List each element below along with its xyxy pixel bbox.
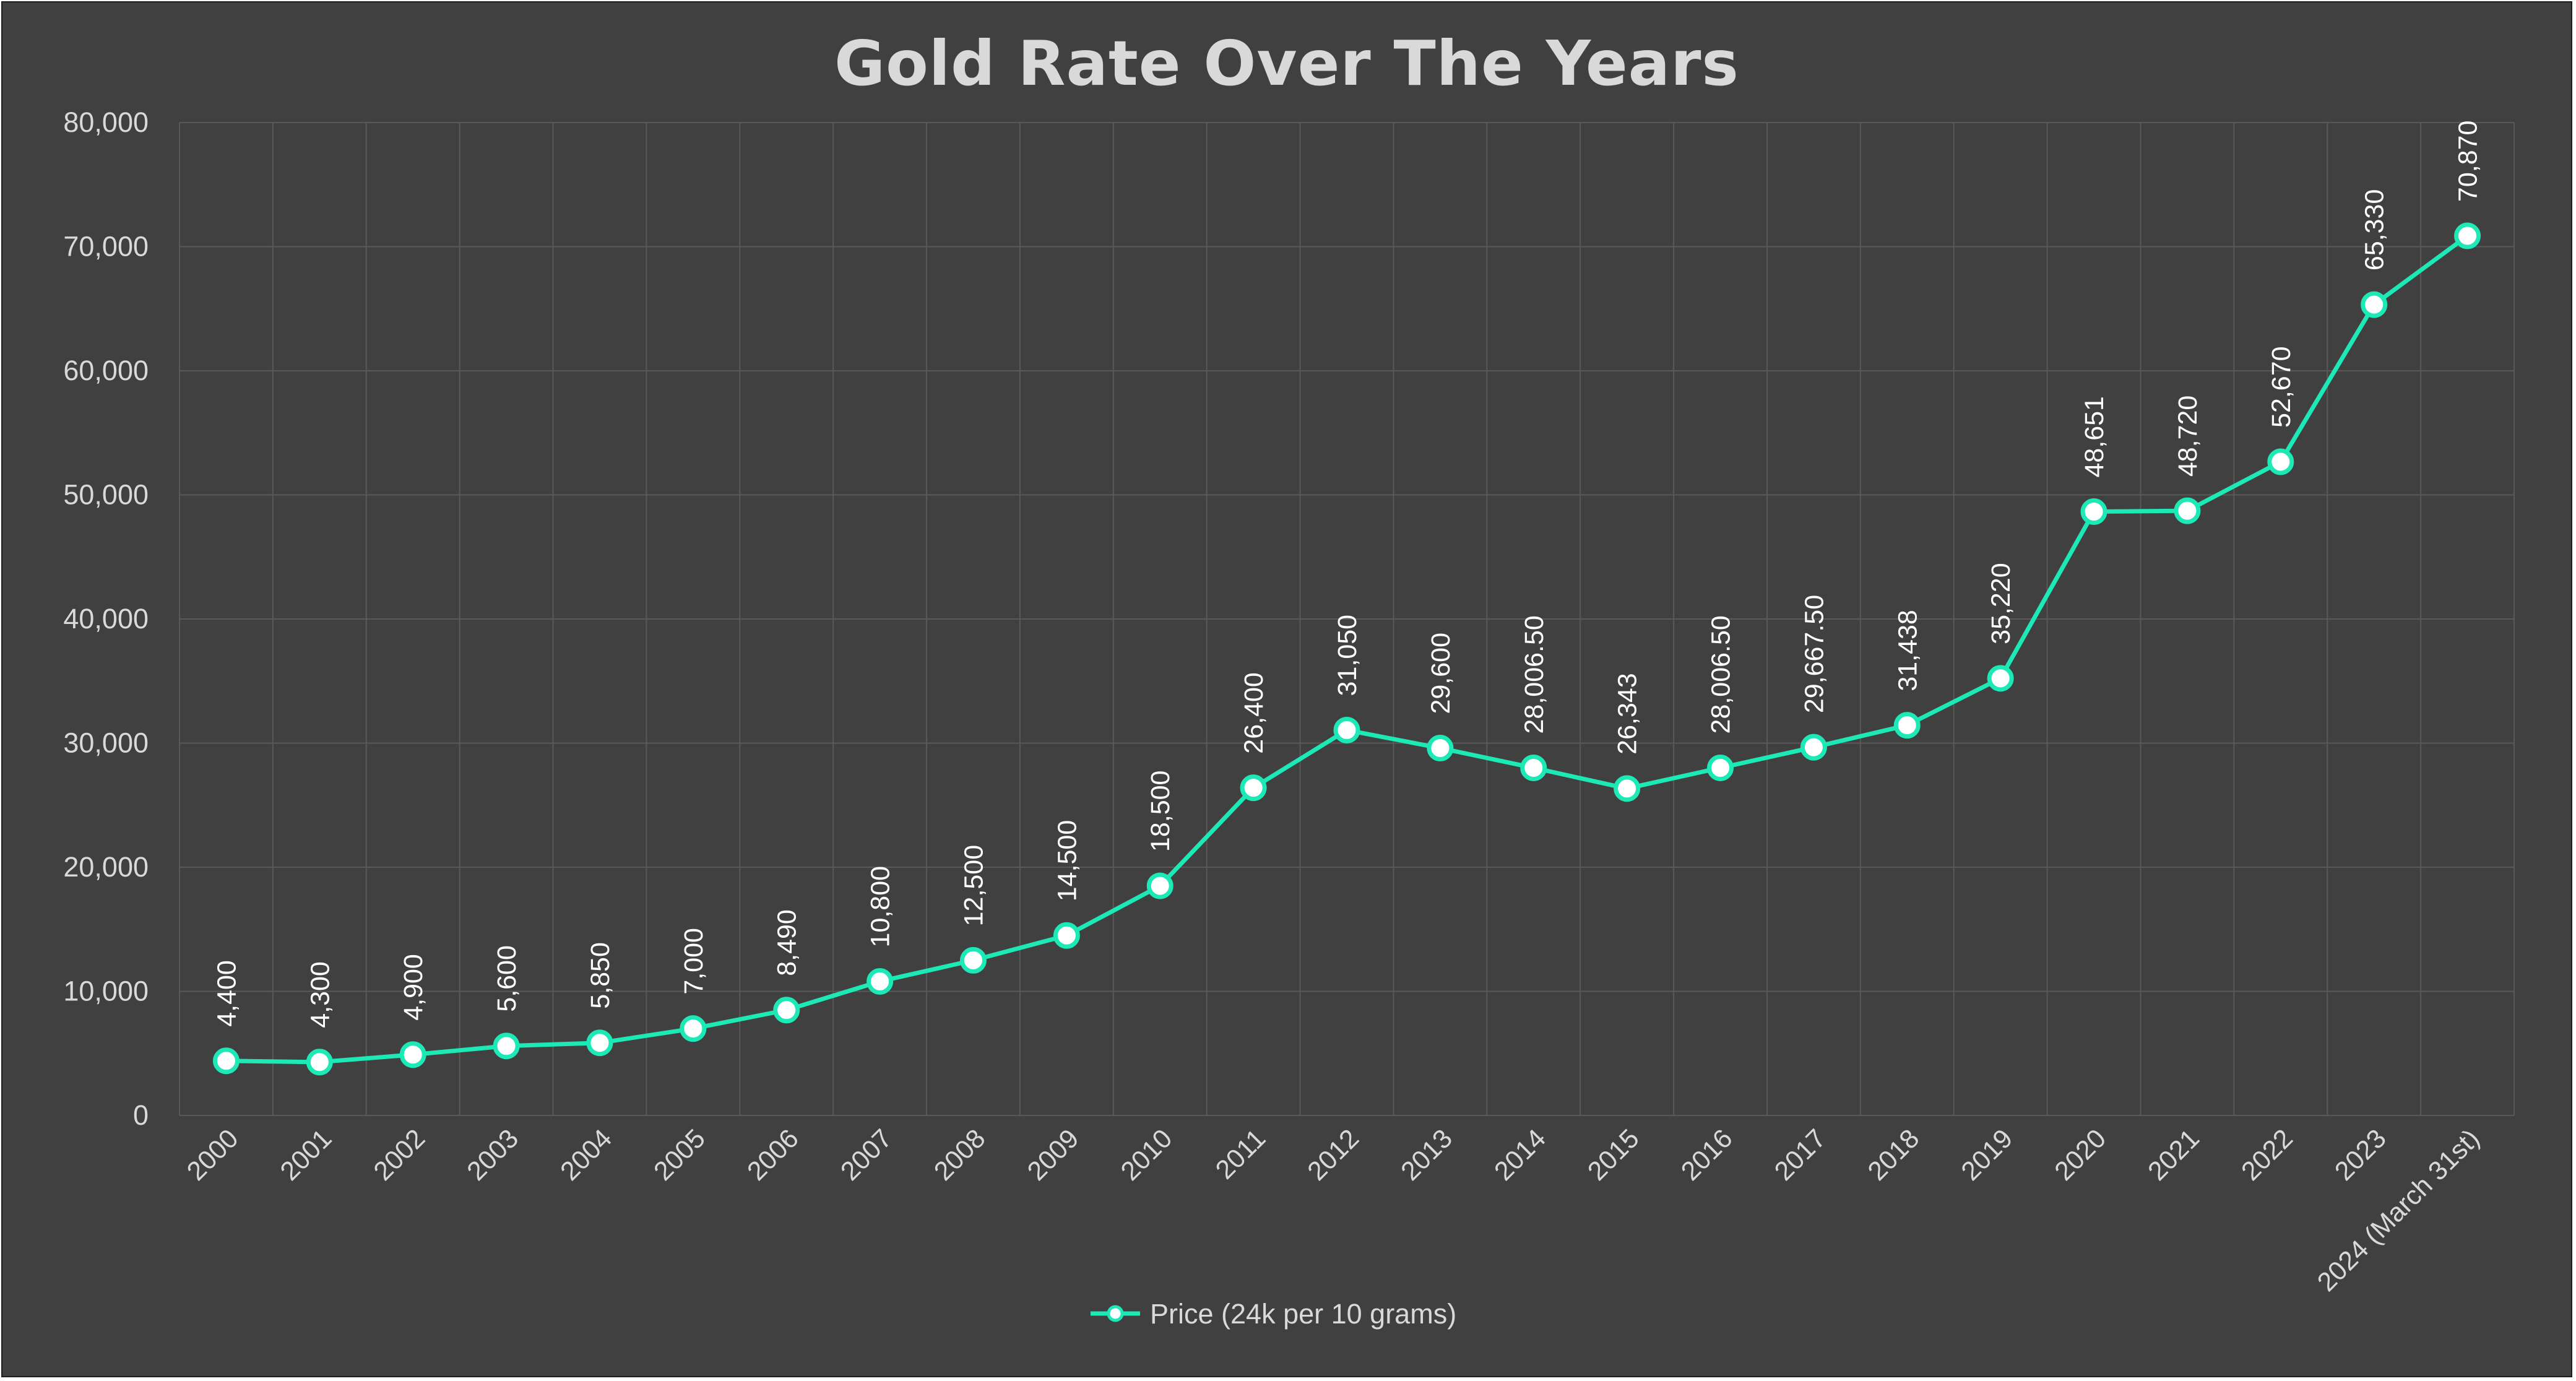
y-tick-label: 40,000 bbox=[63, 603, 149, 634]
x-tick-label: 2001 bbox=[275, 1123, 338, 1187]
data-point bbox=[1333, 716, 1360, 743]
data-label: 10,800 bbox=[866, 866, 896, 948]
data-label: 65,330 bbox=[2360, 189, 2390, 271]
data-point bbox=[306, 1049, 333, 1076]
data-labels: 4,400 4,300 4,900 5,600 5,850 7,000 8,490 10,80… bbox=[212, 121, 2483, 1028]
data-point bbox=[680, 1015, 707, 1042]
data-point bbox=[493, 1033, 520, 1060]
x-tick-label: 2012 bbox=[1302, 1123, 1365, 1187]
data-point bbox=[959, 946, 987, 974]
data-label: 12,500 bbox=[959, 845, 988, 927]
data-label: 70,870 bbox=[2453, 121, 2483, 202]
y-tick-label: 70,000 bbox=[63, 231, 149, 262]
data-label: 4,300 bbox=[305, 961, 335, 1028]
data-point bbox=[212, 1047, 240, 1075]
data-label: 26,400 bbox=[1239, 672, 1269, 754]
legend-marker-swatch bbox=[1107, 1305, 1124, 1322]
x-tick-label: 2013 bbox=[1395, 1123, 1458, 1187]
gridlines bbox=[179, 122, 2515, 1116]
x-tick-label: 2019 bbox=[1956, 1123, 2019, 1187]
data-point bbox=[1520, 754, 1547, 781]
data-label: 31,050 bbox=[1333, 615, 1362, 696]
data-label: 5,850 bbox=[586, 942, 615, 1009]
data-point bbox=[1707, 754, 1734, 781]
data-point bbox=[1427, 735, 1454, 762]
data-label: 14,500 bbox=[1052, 820, 1082, 902]
data-label: 7,000 bbox=[679, 928, 709, 995]
y-tick-label: 80,000 bbox=[63, 106, 149, 138]
data-point bbox=[1893, 712, 1921, 739]
data-point bbox=[2080, 498, 2107, 526]
data-label: 5,600 bbox=[492, 945, 522, 1012]
data-point bbox=[1146, 872, 1173, 899]
data-point bbox=[1614, 775, 1641, 802]
x-tick-label: 2011 bbox=[1210, 1123, 1271, 1185]
data-label: 52,670 bbox=[2267, 346, 2296, 428]
x-axis-ticks: 2000 2001 2002 2003 2004 2005 2006 2007 2008 2009… bbox=[181, 1123, 2486, 1297]
x-tick-label: 2015 bbox=[1582, 1123, 1645, 1187]
data-label: 29,600 bbox=[1426, 633, 1456, 714]
data-point bbox=[1053, 922, 1080, 949]
data-point bbox=[399, 1041, 426, 1068]
x-tick-label: 2021 bbox=[2142, 1123, 2205, 1187]
x-tick-label: 2017 bbox=[1769, 1123, 1832, 1187]
x-tick-label: 2008 bbox=[928, 1123, 992, 1187]
data-point bbox=[2454, 222, 2481, 249]
series-price bbox=[212, 222, 2481, 1076]
data-label: 48,720 bbox=[2173, 396, 2203, 477]
x-tick-label: 2009 bbox=[1022, 1123, 1085, 1187]
data-point bbox=[2361, 291, 2388, 318]
data-label: 35,220 bbox=[1986, 563, 2016, 644]
data-label: 8,490 bbox=[772, 909, 802, 976]
x-tick-label: 2016 bbox=[1675, 1123, 1739, 1187]
x-tick-label: 2010 bbox=[1115, 1123, 1178, 1187]
y-tick-label: 20,000 bbox=[63, 851, 149, 883]
data-point bbox=[867, 968, 894, 995]
data-label: 48,651 bbox=[2080, 396, 2109, 478]
x-tick-label: 2023 bbox=[2329, 1123, 2392, 1187]
data-point bbox=[1987, 665, 2014, 692]
data-point bbox=[2174, 497, 2201, 524]
legend-label: Price (24k per 10 grams) bbox=[1150, 1298, 1456, 1330]
x-tick-label: 2002 bbox=[368, 1123, 431, 1187]
data-point bbox=[586, 1029, 613, 1057]
data-label: 28,006.50 bbox=[1519, 615, 1549, 734]
x-tick-label: 2000 bbox=[181, 1123, 244, 1187]
x-tick-label: 2004 bbox=[555, 1123, 618, 1187]
data-label: 4,900 bbox=[399, 954, 428, 1021]
chart-title: Gold Rate Over The Years bbox=[834, 27, 1739, 100]
legend: Price (24k per 10 grams) bbox=[1091, 1298, 1456, 1330]
x-tick-label: 2024 (March 31st) bbox=[2312, 1123, 2486, 1297]
y-tick-label: 0 bbox=[133, 1099, 149, 1131]
x-tick-label: 2007 bbox=[835, 1123, 898, 1187]
data-point bbox=[2267, 448, 2294, 475]
x-tick-label: 2018 bbox=[1862, 1123, 1926, 1187]
data-label: 4,400 bbox=[212, 960, 241, 1027]
x-tick-label: 2003 bbox=[462, 1123, 525, 1187]
y-tick-label: 10,000 bbox=[63, 976, 149, 1007]
data-label: 26,343 bbox=[1613, 673, 1643, 755]
data-label: 28,006.50 bbox=[1706, 615, 1736, 734]
data-label: 18,500 bbox=[1146, 771, 1175, 852]
y-tick-label: 50,000 bbox=[63, 479, 149, 511]
data-label: 29,667.50 bbox=[1799, 595, 1829, 713]
data-label: 31,438 bbox=[1893, 610, 1922, 691]
x-tick-label: 2014 bbox=[1489, 1123, 1552, 1187]
y-axis-ticks: 0 10,000 20,000 30,000 40,000 50,000 60,000 70,… bbox=[63, 106, 149, 1131]
y-tick-label: 30,000 bbox=[63, 727, 149, 759]
data-point bbox=[1800, 734, 1827, 761]
x-tick-label: 2006 bbox=[741, 1123, 805, 1187]
x-tick-label: 2005 bbox=[648, 1123, 711, 1187]
x-tick-label: 2022 bbox=[2236, 1123, 2299, 1187]
data-point bbox=[773, 997, 800, 1024]
data-point bbox=[1240, 774, 1267, 802]
y-tick-label: 60,000 bbox=[63, 355, 149, 386]
x-tick-label: 2020 bbox=[2049, 1123, 2112, 1187]
